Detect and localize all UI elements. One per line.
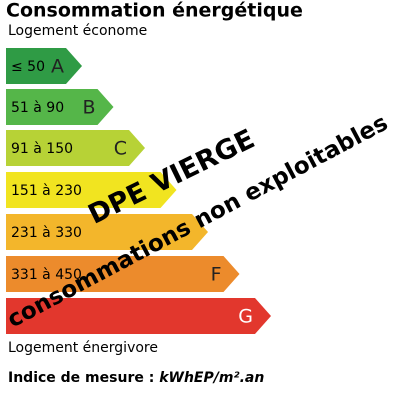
band-letter: F: [211, 264, 222, 286]
band-range: 231 à 330: [11, 225, 82, 241]
index-text: Indice de mesure :: [8, 370, 154, 386]
band-range: 151 à 230: [11, 183, 82, 199]
band-letter: B: [82, 97, 95, 119]
title: Consommation énergétique: [6, 0, 303, 22]
band-arrow: [6, 48, 82, 84]
unit: kWhEP/m².an: [159, 370, 264, 386]
band-range: 91 à 150: [11, 141, 73, 157]
band-range: 51 à 90: [11, 100, 64, 116]
band-letter: A: [51, 56, 64, 78]
subtitle: Logement économe: [8, 23, 147, 39]
bottom-label: Logement énergivore: [8, 340, 158, 356]
band-letter: G: [238, 306, 253, 328]
band-range: ≤ 50: [11, 59, 45, 75]
band-arrow: [6, 214, 208, 250]
band-arrow: [6, 172, 177, 208]
band-arrow: [6, 256, 240, 292]
band-arrow: [6, 89, 114, 125]
band-arrow: [6, 298, 271, 334]
band-range: 331 à 450: [11, 267, 82, 283]
bands: ≤ 50 A 51 à 90 B 91 à 150 C 151 à 230 231 à 330…: [6, 48, 271, 334]
index-label: Indice de mesure : kWhEP/m².an: [8, 370, 264, 386]
band-arrow: [6, 130, 145, 166]
band-letter: C: [114, 138, 127, 160]
